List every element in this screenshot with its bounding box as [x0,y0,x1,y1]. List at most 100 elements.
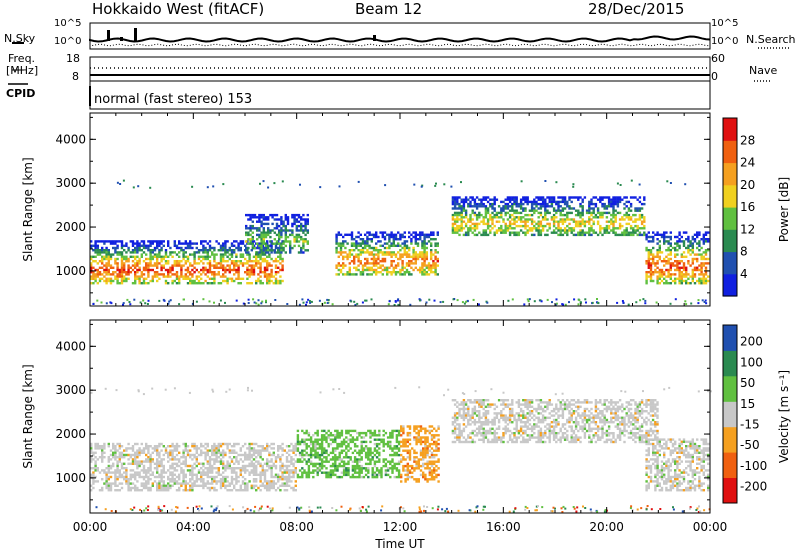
echo-cell [669,182,672,184]
echo-cell [107,251,110,254]
echo-cell [502,209,505,212]
echo-cell [280,251,283,254]
echo-cell [649,262,653,265]
echo-cell [607,227,611,230]
echo-cell [206,262,209,265]
echo-cell [500,227,503,230]
echo-cell [249,216,252,219]
echo-cell [698,277,701,280]
echo-cell [640,213,644,217]
echo-cell [261,257,264,261]
echo-cell [484,222,488,226]
echo-cell [98,489,102,492]
echo-cell [408,271,411,274]
echo-cell [264,233,268,237]
echo-cell [356,436,359,439]
echo-cell [491,207,494,210]
echo-cell [90,264,93,267]
echo-cell [703,301,706,303]
echo-cell [263,462,267,465]
echo-cell [442,300,445,303]
echo-cell [362,431,366,435]
echo-cell [467,231,470,234]
echo-cell [353,442,357,446]
echo-cell [204,266,207,269]
echo-cell [107,240,110,243]
echo-cell [208,282,212,285]
echo-cell [247,218,250,221]
echo-cell [421,262,424,265]
echo-cell [702,279,705,283]
echo-cell [331,462,335,466]
echo-cell [493,224,496,228]
echo-cell [180,264,183,267]
echo-cell [456,224,459,228]
echo-cell [270,244,273,247]
echo-cell [380,438,383,441]
echo-cell [279,464,282,468]
echo-cell [245,246,248,250]
echo-cell [171,251,174,254]
echo-cell [255,282,258,285]
echo-cell [252,467,256,470]
echo-cell [368,266,371,269]
echo-cell [222,475,225,479]
echo-cell [151,255,154,258]
echo-cell [175,244,179,247]
echo-cell [528,229,532,232]
echo-cell [279,282,282,285]
echo-cell [156,471,159,474]
echo-cell [219,244,223,247]
echo-cell [274,458,278,461]
echo-cell [389,447,392,450]
echo-cell [145,447,148,450]
echo-cell [460,209,463,212]
echo-cell [629,216,633,219]
echo-cell [412,255,415,258]
echo-cell [217,447,220,450]
echo-cell [138,489,141,492]
echo-cell [90,456,93,459]
echo-cell [345,456,348,459]
echo-cell [698,240,701,243]
echo-cell [252,471,256,474]
echo-cell [191,442,194,446]
echo-cell [252,271,256,274]
echo-cell [105,467,108,470]
echo-cell [349,456,352,459]
echo-cell [211,253,214,256]
noise-left-tick-top: 10^5 [54,18,82,29]
echo-cell [389,475,392,479]
echo-cell [428,298,431,301]
echo-cell [283,478,286,481]
echo-cell [473,205,477,208]
echo-cell [167,453,170,457]
echo-cell [162,240,165,243]
echo-cell [255,484,258,487]
echo-cell [704,240,708,243]
echo-cell [471,196,474,199]
echo-cell [689,249,692,252]
echo-cell [348,251,351,254]
echo-cell [395,475,399,479]
echo-cell [340,458,344,461]
echo-cell [430,268,433,272]
echo-cell [103,447,106,450]
echo-cell [175,275,179,278]
echo-cell [116,442,119,446]
echo-cell [421,266,424,269]
echo-cell [414,240,417,243]
echo-cell [92,303,95,305]
echo-cell [294,480,297,483]
echo-cell [544,211,547,215]
echo-cell [325,460,328,463]
echo-cell [464,211,468,215]
echo-cell [361,268,365,272]
echo-cell [134,266,137,269]
echo-cell [156,451,159,454]
echo-cell [279,447,282,450]
echo-cell [244,482,247,485]
echo-cell [142,266,146,269]
echo-cell [213,460,216,463]
echo-cell [160,266,163,269]
